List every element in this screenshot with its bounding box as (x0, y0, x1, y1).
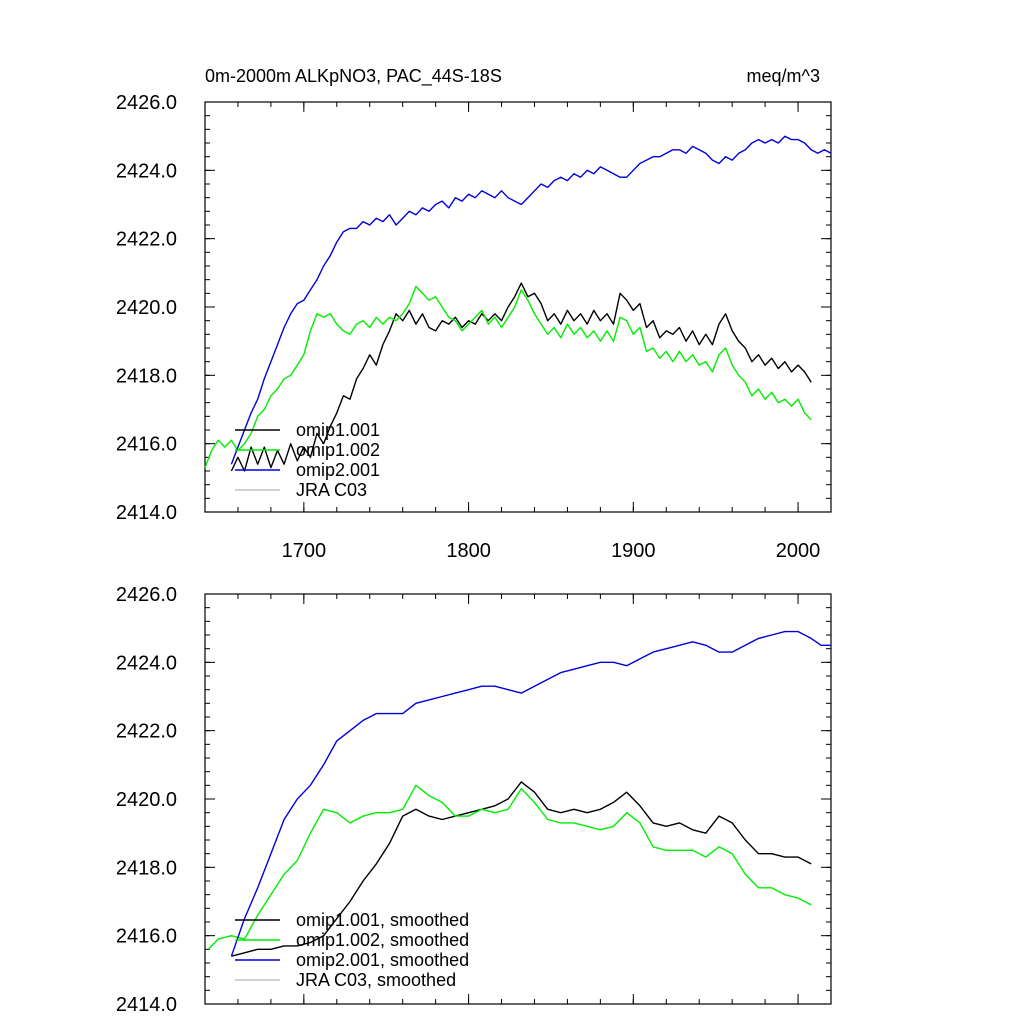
series-line-omip2-001 (230, 135, 832, 465)
y-tick-label: 2416.0 (116, 926, 177, 948)
x-tick-label: 1700 (282, 540, 327, 562)
legend-label: omip1.001, smoothed (296, 910, 469, 930)
units-label: meq/m^3 (747, 66, 820, 86)
series-line-omip1-001-smoothed (231, 781, 812, 957)
x-tick-label: 2000 (776, 540, 821, 562)
legend-label: omip1.002 (296, 440, 380, 460)
y-tick-label: 2416.0 (116, 434, 177, 456)
y-tick-label: 2420.0 (116, 789, 177, 811)
x-tick-label: 1900 (611, 540, 656, 562)
legend-label: omip2.001 (296, 460, 380, 480)
y-tick-label: 2414.0 (116, 502, 177, 524)
series-line-omip2-001-smoothed (230, 630, 831, 957)
y-tick-label: 2422.0 (116, 721, 177, 743)
y-tick-label: 2426.0 (116, 584, 177, 606)
y-tick-label: 2418.0 (116, 857, 177, 879)
chart-title: 0m-2000m ALKpNO3, PAC_44S-18S (205, 66, 502, 87)
y-tick-label: 2424.0 (116, 652, 177, 674)
series-line-omip1-002-smoothed (207, 784, 812, 950)
y-tick-label: 2426.0 (116, 92, 177, 114)
y-tick-label: 2424.0 (116, 160, 177, 182)
x-tick-label: 1800 (446, 540, 491, 562)
legend-label: JRA C03, smoothed (296, 970, 456, 990)
bottom-panel: 2414.0 2416.0 2418.0 2420.0 2422.0 2424.0 2426… (116, 584, 832, 1016)
legend-label: omip2.001, smoothed (296, 950, 469, 970)
top-panel: 1700 1800 1900 2000 2414.0 2416.0 2418.0 2420.0… (116, 92, 832, 562)
y-tick-label: 2414.0 (116, 994, 177, 1016)
legend-label: omip1.001 (296, 420, 380, 440)
legend-label: omip1.002, smoothed (296, 930, 469, 950)
y-tick-label: 2422.0 (116, 229, 177, 251)
legend-label: JRA C03 (296, 480, 367, 500)
series-line-omip1-002 (204, 285, 812, 468)
series-line-omip1-001 (230, 282, 812, 472)
y-tick-label: 2418.0 (116, 365, 177, 387)
y-tick-label: 2420.0 (116, 297, 177, 319)
